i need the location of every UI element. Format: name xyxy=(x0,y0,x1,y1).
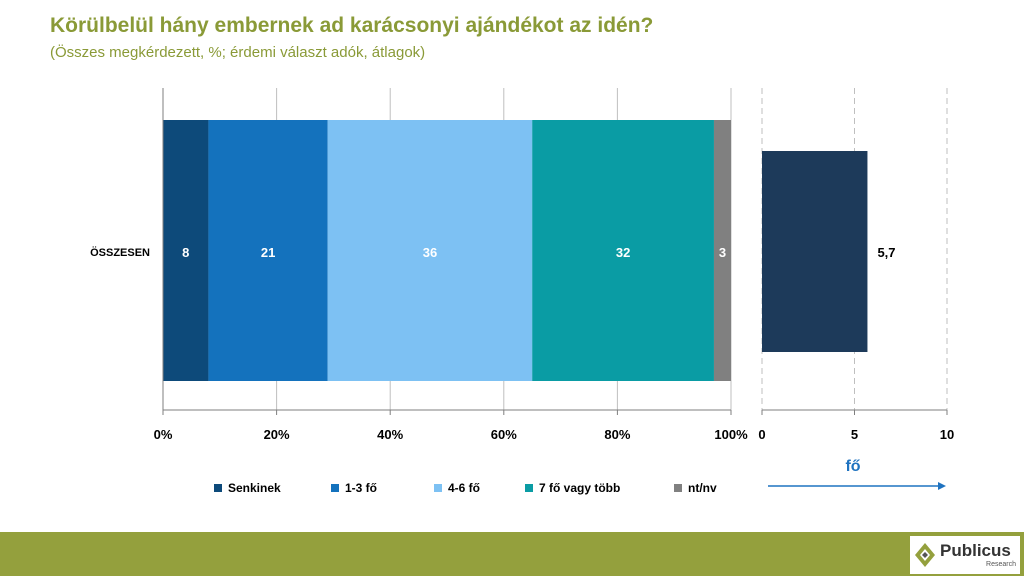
legend-swatch xyxy=(331,484,339,492)
legend-swatch xyxy=(434,484,442,492)
unit-arrow xyxy=(768,482,946,490)
legend-item: Senkinek xyxy=(214,481,281,495)
legend-item: 7 fő vagy több xyxy=(525,481,620,495)
bar-segment xyxy=(327,120,533,381)
legend-label: 1-3 fő xyxy=(345,481,378,495)
data-label: 21 xyxy=(261,245,275,260)
x-tick-label: 40% xyxy=(377,427,403,442)
x-tick-label: 80% xyxy=(604,427,630,442)
bar-segment xyxy=(208,120,328,381)
publicus-logo: Publicus Research xyxy=(910,536,1020,574)
logo-subtext: Research xyxy=(986,561,1016,568)
bar-segment xyxy=(163,120,209,381)
legend-label: 7 fő vagy több xyxy=(539,481,621,495)
x-tick-label: 0% xyxy=(154,427,173,442)
chart-title: Körülbelül hány embernek ad karácsonyi a… xyxy=(50,14,654,37)
category-label: ÖSSZESEN xyxy=(90,246,150,259)
x-tick-label: 10 xyxy=(940,427,954,442)
chart-subtitle: (Összes megkérdezett, %; érdemi választ … xyxy=(50,44,426,61)
legend-item: nt/nv xyxy=(674,481,717,495)
x-tick-label: 5 xyxy=(851,427,858,442)
legend-label: nt/nv xyxy=(688,481,717,495)
logo-diamond-icon xyxy=(915,543,935,567)
bar-segment xyxy=(532,120,714,381)
legend-item: 4-6 fő xyxy=(434,481,480,495)
x-tick-label: 60% xyxy=(491,427,517,442)
data-label: 32 xyxy=(616,245,630,260)
data-label: 8 xyxy=(182,245,189,260)
legend-label: Senkinek xyxy=(228,481,281,495)
bar xyxy=(762,151,868,352)
x-tick-label: 20% xyxy=(264,427,290,442)
chart-area: 8 21 36 32 3 0% 20% 40% 60% 80% 100% 5,7 0 5 10 ÖSS… xyxy=(90,88,954,490)
legend-swatch xyxy=(525,484,533,492)
data-label: 5,7 xyxy=(877,245,895,260)
logo-text: Publicus xyxy=(940,541,1011,560)
data-label: 3 xyxy=(719,245,726,260)
data-label: 36 xyxy=(423,245,437,260)
legend-swatch xyxy=(674,484,682,492)
unit-label: fő xyxy=(845,458,861,475)
bar-segment xyxy=(713,120,731,381)
x-tick-label: 0 xyxy=(758,427,765,442)
legend-swatch xyxy=(214,484,222,492)
footer-band xyxy=(0,532,1024,576)
x-tick-label: 100% xyxy=(714,427,748,442)
legend-item: 1-3 fő xyxy=(331,481,377,495)
legend-label: 4-6 fő xyxy=(448,481,481,495)
